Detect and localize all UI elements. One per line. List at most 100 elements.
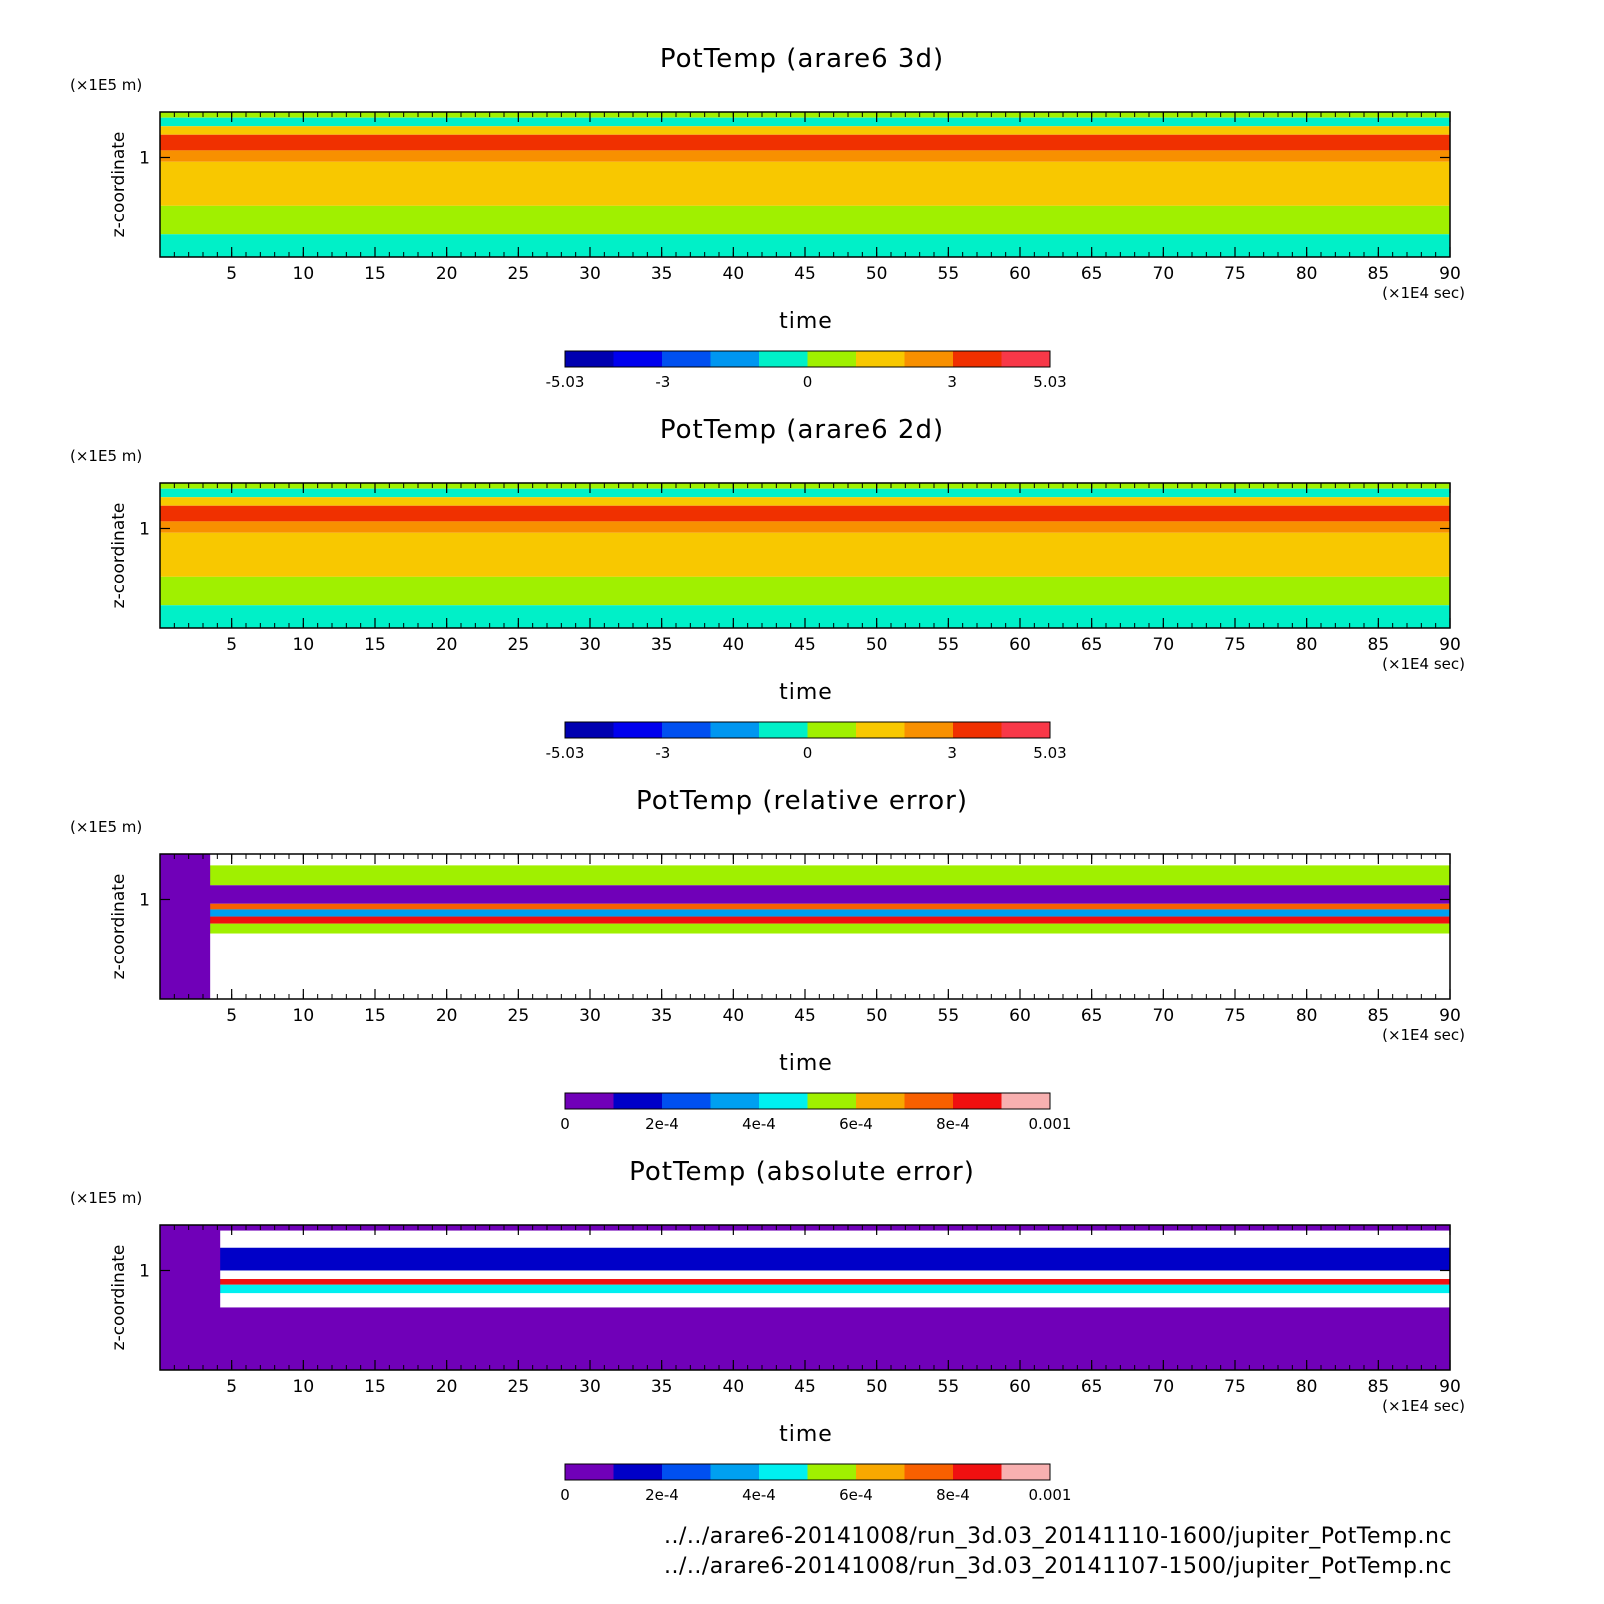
x-tick-label: 90	[1439, 264, 1461, 284]
heatmap-band	[160, 1230, 1450, 1248]
heatmap-band	[160, 134, 1450, 151]
x-tick-label: 5	[226, 1006, 237, 1026]
heatmap-band	[160, 865, 1450, 886]
heatmap-band	[160, 126, 1450, 135]
x-tick-label: 25	[508, 1006, 530, 1026]
colorbar-tick-label: 5.03	[1033, 373, 1066, 391]
x-tick-label: 55	[938, 635, 960, 655]
x-tick-label: 85	[1368, 1006, 1390, 1026]
heatmap-band	[160, 1293, 1450, 1308]
heatmap-band	[160, 1307, 1450, 1370]
colorbar-swatch	[710, 1464, 760, 1480]
x-tick-label: 75	[1224, 1377, 1246, 1397]
x-tick-label: 85	[1368, 1377, 1390, 1397]
x-tick-label: 85	[1368, 264, 1390, 284]
colorbar-swatch	[662, 722, 711, 738]
x-tick-label: 70	[1153, 264, 1175, 284]
x-tick-label: 55	[938, 264, 960, 284]
x-tick-label: 60	[1009, 1377, 1031, 1397]
colorbar-tick-label: 8e-4	[936, 1115, 970, 1133]
x-tick-label: 55	[938, 1006, 960, 1026]
x-tick-label: 75	[1224, 635, 1246, 655]
heatmap-band	[160, 1270, 1450, 1280]
heatmap-band	[160, 497, 1450, 506]
x-tick-label: 40	[723, 635, 745, 655]
colorbar-frame	[564, 350, 1051, 368]
colorbar-swatch	[565, 1093, 614, 1109]
x-unit-label: (×1E4 sec)	[1382, 1397, 1465, 1415]
x-tick-label: 50	[866, 1006, 888, 1026]
y-unit-label: (×1E5 m)	[70, 447, 142, 465]
colorbar-swatch	[759, 1093, 808, 1109]
x-tick-label: 35	[651, 635, 673, 655]
heatmap-band	[160, 150, 1450, 162]
colorbar-swatch	[953, 1464, 1002, 1480]
x-tick-label: 25	[508, 264, 530, 284]
panel-title: PotTemp (arare6 2d)	[660, 415, 944, 445]
colorbar-swatch	[613, 722, 663, 738]
colorbar-swatch	[1001, 722, 1051, 738]
heatmap-band	[160, 205, 1450, 235]
colorbar-swatch	[759, 1464, 808, 1480]
colorbar-swatch	[662, 1464, 711, 1480]
heatmap-bands	[160, 1225, 1450, 1370]
footer-file-path: ../../arare6-20141008/run_3d.03_20141107…	[664, 1554, 1452, 1579]
x-tick-label: 60	[1009, 1006, 1031, 1026]
x-axis-label: time	[779, 309, 833, 334]
x-axis-label: time	[779, 1051, 833, 1076]
y-unit-label: (×1E5 m)	[70, 76, 142, 94]
x-tick-label: 35	[651, 1006, 673, 1026]
colorbar-frame	[564, 1463, 1051, 1481]
x-tick-label: 70	[1153, 635, 1175, 655]
colorbar-tick-label: 0	[560, 1115, 570, 1133]
colorbar-swatch	[856, 351, 905, 367]
colorbar-tick-label: 5.03	[1033, 744, 1066, 762]
y-unit-label: (×1E5 m)	[70, 1189, 142, 1207]
colorbar-swatch	[613, 351, 663, 367]
x-tick-label: 15	[364, 1006, 386, 1026]
colorbar-swatch	[904, 722, 954, 738]
colorbar-swatch	[1001, 1464, 1051, 1480]
y-tick-label: 1	[139, 148, 150, 168]
colorbar-tick-label: 2e-4	[645, 1115, 679, 1133]
x-ticks: 5 10 15 20 25 30 35 40 45 50 55 60 65 70 75 80 85 90	[173, 854, 1461, 1026]
colorbar-frame	[564, 721, 1051, 739]
colorbar-swatch	[662, 1093, 711, 1109]
colorbar-swatch	[759, 351, 808, 367]
colorbar-swatch	[807, 1093, 857, 1109]
x-tick-label: 35	[651, 264, 673, 284]
footer-file-path: ../../arare6-20141008/run_3d.03_20141110…	[664, 1524, 1452, 1549]
x-tick-label: 45	[794, 1377, 816, 1397]
colorbar-swatch	[710, 1093, 760, 1109]
colorbar-frame	[564, 1092, 1051, 1110]
heatmap-band	[160, 1284, 1450, 1294]
x-tick-label: 80	[1296, 1006, 1318, 1026]
y-axis-label: z-coordinate	[109, 132, 129, 238]
heatmap-band	[160, 605, 1450, 628]
x-ticks: 5 10 15 20 25 30 35 40 45 50 55 60 65 70 75 80 85 90	[173, 1225, 1461, 1397]
x-tick-label: 65	[1081, 264, 1103, 284]
heatmap-bands	[160, 112, 1450, 257]
x-tick-label: 5	[226, 1377, 237, 1397]
x-tick-label: 10	[293, 1377, 315, 1397]
x-tick-label: 10	[293, 635, 315, 655]
colorbar-swatch	[613, 1093, 663, 1109]
x-tick-label: 30	[579, 264, 601, 284]
x-tick-label: 60	[1009, 264, 1031, 284]
x-tick-label: 45	[794, 1006, 816, 1026]
y-axis-label: z-coordinate	[109, 1245, 129, 1351]
x-tick-label: 30	[579, 1006, 601, 1026]
colorbar-swatch	[710, 351, 760, 367]
colorbar-tick-label: -3	[655, 744, 670, 762]
x-tick-label: 50	[866, 635, 888, 655]
heatmap-band	[160, 505, 1450, 522]
x-tick-label: 5	[226, 264, 237, 284]
heatmap-band	[160, 1247, 1450, 1271]
x-tick-label: 15	[364, 264, 386, 284]
low-error-region	[160, 854, 211, 999]
colorbar-tick-label: 0.001	[1029, 1115, 1072, 1133]
x-tick-label: 25	[508, 635, 530, 655]
panel-title: PotTemp (arare6 3d)	[660, 44, 944, 74]
x-tick-label: 45	[794, 264, 816, 284]
colorbar-tick-label: 3	[947, 373, 957, 391]
